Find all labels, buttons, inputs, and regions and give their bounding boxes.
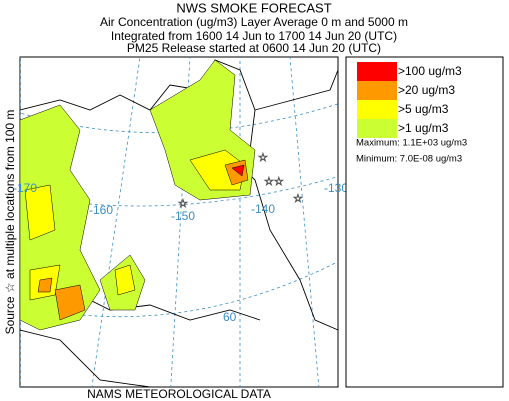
subtitle: Integrated from 1600 14 Jun to 1700 14 J… bbox=[111, 29, 397, 43]
graticule-label: -170 bbox=[13, 181, 37, 195]
smoke-plume bbox=[20, 59, 256, 331]
graticule-label: -130 bbox=[324, 181, 348, 195]
svg-text:☆: ☆ bbox=[258, 152, 268, 164]
legend-swatch bbox=[357, 100, 397, 119]
legend-label: >20 ug/m3 bbox=[398, 83, 455, 97]
svg-text:☆: ☆ bbox=[293, 193, 303, 205]
graticule-label: -140 bbox=[251, 202, 275, 216]
legend: Maximum: 1.1E+03 ug/m3 Minimum: 7.0E-08 … bbox=[345, 56, 504, 388]
legend-swatch bbox=[357, 81, 397, 100]
source-markers: ☆ ☆☆ ☆ ☆ bbox=[178, 152, 304, 211]
legend-label: >1 ug/m3 bbox=[398, 121, 449, 135]
legend-swatch bbox=[357, 62, 397, 81]
legend-maximum: Maximum: 1.1E+03 ug/m3 bbox=[356, 138, 467, 149]
graticule-label: -160 bbox=[89, 203, 113, 217]
legend-minimum: Minimum: 7.0E-08 ug/m3 bbox=[356, 154, 462, 165]
legend-swatch bbox=[357, 119, 397, 138]
subtitle: PM25 Release started at 0600 14 Jun 20 (… bbox=[127, 41, 381, 55]
graticule-label: 60 bbox=[223, 310, 237, 324]
svg-text:☆: ☆ bbox=[178, 198, 188, 210]
legend-label: >5 ug/m3 bbox=[398, 102, 449, 116]
svg-text:☆☆: ☆☆ bbox=[264, 176, 284, 188]
graticule-label: -150 bbox=[171, 209, 195, 223]
source-label: Source ☆ at multiple locations from 100 … bbox=[3, 110, 17, 335]
data-source: NAMS METEOROLOGICAL DATA bbox=[87, 387, 271, 401]
legend-label: >100 ug/m3 bbox=[398, 64, 462, 78]
map: ☆ ☆☆ ☆ ☆ -170 -160 -150 -140 -130 60 bbox=[13, 56, 348, 388]
title: NWS SMOKE FORECAST bbox=[176, 0, 331, 15]
subtitle: Air Concentration (ug/m3) Layer Average … bbox=[100, 15, 408, 29]
